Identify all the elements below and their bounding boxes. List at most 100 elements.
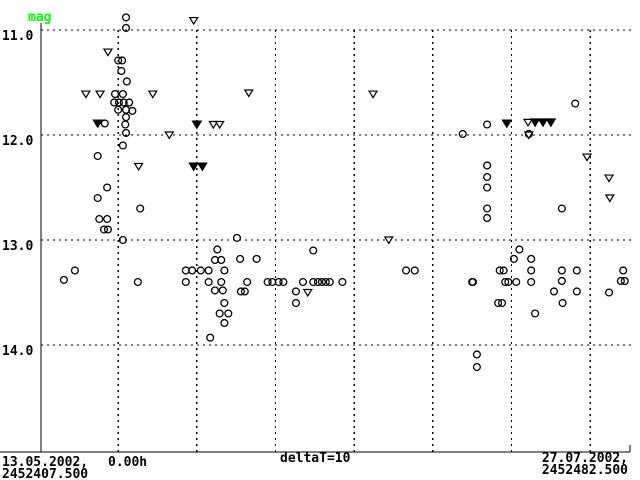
data-point-circle [220, 266, 229, 275]
x-label-end-date: 27.07.2002, [542, 451, 628, 466]
data-point-circle [263, 277, 272, 287]
mag-axis-label: mag [28, 10, 51, 25]
data-point-circle [118, 141, 127, 150]
data-point-circle [338, 277, 347, 287]
data-point-circle [279, 277, 288, 287]
data-point-circle [210, 286, 219, 295]
data-point-circle [204, 277, 213, 287]
y-tick-label-11: 11.0 [2, 29, 33, 44]
data-point-circle [558, 298, 567, 308]
data-point-circle [321, 277, 330, 287]
data-point-circle [121, 13, 131, 22]
data-point-circle [619, 266, 628, 275]
data-point-filled-triangle [545, 118, 557, 128]
data-point-circle [527, 254, 536, 263]
data-point-filled-triangle [191, 120, 203, 130]
data-point-open-triangle [102, 48, 114, 57]
x-label-delta-t: deltaT=10 [280, 451, 351, 466]
data-point-circle [572, 287, 581, 296]
data-point-open-triangle [80, 90, 91, 99]
data-point-circle [483, 213, 492, 223]
data-point-circle [236, 287, 245, 296]
x-label-start-date: 13.05.2002, [2, 455, 88, 470]
data-point-circle [527, 277, 536, 287]
data-point-circle [93, 151, 102, 161]
data-point-circle [317, 277, 326, 287]
data-point-circle [483, 183, 492, 192]
data-point-circle [118, 56, 127, 65]
data-point-circle [291, 298, 301, 308]
data-point-circle [495, 266, 504, 275]
data-point-circle [240, 287, 249, 296]
data-point-circle [103, 214, 112, 224]
data-point-open-triangle [383, 236, 394, 245]
data-point-open-triangle [603, 174, 615, 183]
data-point-filled-triangle [188, 162, 200, 172]
data-point-circle [291, 287, 301, 296]
data-point-circle [571, 99, 580, 108]
data-point-circle [181, 277, 190, 287]
data-point-open-triangle [604, 194, 615, 203]
data-point-open-triangle [367, 90, 379, 99]
data-point-circle [236, 254, 245, 263]
data-point-circle [472, 350, 481, 359]
data-point-circle [252, 254, 261, 263]
data-point-circle [122, 77, 131, 86]
data-point-circle [220, 318, 229, 328]
data-point-circle [458, 129, 467, 139]
data-point-circle [110, 90, 120, 99]
data-point-circle [472, 362, 481, 372]
y-tick-label-14: 14.0 [2, 344, 33, 359]
data-point-circle [527, 266, 536, 275]
data-point-circle [125, 98, 134, 107]
data-point-filled-triangle [537, 118, 549, 128]
data-points [59, 13, 629, 372]
data-point-circle [402, 266, 411, 275]
data-point-circle [483, 120, 492, 129]
data-point-circle [59, 275, 68, 284]
data-point-open-triangle [147, 90, 158, 99]
data-point-circle [483, 204, 492, 213]
axes [0, 23, 631, 453]
data-point-circle [103, 225, 112, 234]
data-point-circle [557, 204, 566, 213]
data-point-circle [95, 214, 104, 224]
data-point-open-triangle [243, 89, 254, 98]
data-point-circle [549, 287, 559, 296]
data-point-circle [498, 298, 507, 308]
data-point-circle [483, 161, 492, 170]
data-point-circle [504, 277, 513, 287]
data-point-circle [93, 193, 102, 203]
data-point-filled-triangle [196, 162, 208, 172]
data-point-circle [499, 266, 508, 275]
data-point-circle [117, 66, 126, 75]
data-point-circle [298, 277, 308, 287]
data-point-circle [217, 277, 226, 287]
data-point-circle [215, 309, 224, 318]
data-point-open-triangle [302, 288, 313, 298]
data-point-circle [501, 277, 510, 287]
data-point-open-triangle [133, 162, 144, 172]
data-point-circle [572, 266, 581, 275]
data-point-circle [410, 266, 419, 275]
data-point-circle [136, 204, 145, 213]
data-point-circle [114, 56, 123, 65]
data-point-circle [604, 288, 614, 297]
data-point-circle [616, 276, 625, 286]
data-point-circle [217, 255, 226, 265]
data-point-circle [121, 113, 131, 122]
data-point-open-triangle [94, 90, 106, 99]
data-point-circle [468, 277, 478, 287]
data-point-circle [309, 246, 318, 255]
data-point-circle [119, 98, 128, 107]
data-point-open-triangle [208, 120, 219, 130]
data-point-open-triangle [164, 131, 175, 140]
data-point-open-triangle [581, 153, 593, 162]
data-point-circle [325, 277, 334, 287]
data-point-circle [509, 254, 518, 263]
y-tick-label-13: 13.0 [2, 239, 33, 254]
y-tick-label-12: 12.0 [2, 134, 33, 149]
data-point-circle [114, 105, 123, 114]
